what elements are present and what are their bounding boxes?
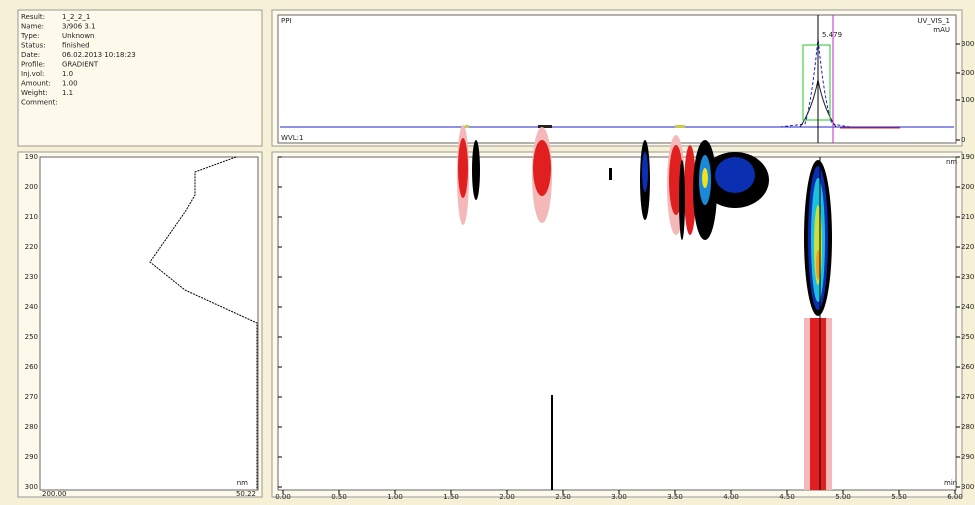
y-tick-label: 270 <box>25 393 38 401</box>
x-unit: min <box>944 479 957 487</box>
y-tick-label: 190 <box>961 153 974 161</box>
y-tick-label: 250 <box>25 333 38 341</box>
y-tick-label: 260 <box>25 363 38 371</box>
info-value: 1.1 <box>62 89 73 97</box>
info-label: Result: <box>21 13 45 21</box>
info-label: Status: <box>21 42 46 50</box>
y-unit: nm <box>946 158 957 166</box>
x-tick-label: 4.50 <box>779 493 795 501</box>
info-label: Comment: <box>21 99 58 107</box>
info-value: Unknown <box>62 32 95 40</box>
y-tick-label: 280 <box>961 423 974 431</box>
y-tick-label: 260 <box>961 363 974 371</box>
y-tick-label: 210 <box>961 213 974 221</box>
x-tick-label: 1.00 <box>387 493 403 501</box>
info-value: 1.0 <box>62 70 73 78</box>
info-value: 3/906 3.1 <box>62 23 96 31</box>
x-tick-label: 3.00 <box>611 493 627 501</box>
y-tick-label: 230 <box>961 273 974 281</box>
y-tick-label: 250 <box>961 333 974 341</box>
x-tick-label: 5.00 <box>835 493 851 501</box>
x-tick-label: 0.00 <box>275 493 291 501</box>
info-label: Name: <box>21 23 44 31</box>
y-tick-label: 200 <box>961 183 974 191</box>
info-label: Amount: <box>21 80 51 88</box>
info-value: GRADIENT <box>62 61 99 69</box>
x-tick-label: 1.50 <box>443 493 459 501</box>
y-tick-label: 220 <box>961 243 974 251</box>
x-tick-label: 5.50 <box>891 493 907 501</box>
spectrum-x-left: 200.00 <box>42 490 67 498</box>
y-tick-label: 290 <box>961 453 974 461</box>
spectrum-plot <box>40 157 258 490</box>
y-tick-label: 270 <box>961 393 974 401</box>
y-tick-label: 230 <box>25 273 38 281</box>
info-value: 1_2_2_1 <box>62 13 90 21</box>
y-tick-label: 0 <box>961 136 965 144</box>
x-tick-label: 3.50 <box>667 493 683 501</box>
spectrum-x-right: 50.22 <box>236 490 256 498</box>
peak-label: 5.479 <box>822 31 842 39</box>
y-tick-label: 280 <box>25 423 38 431</box>
info-panel <box>18 10 262 146</box>
info-value: finished <box>62 42 90 50</box>
info-label: Weight: <box>21 89 48 97</box>
y-tick-label: 220 <box>25 243 38 251</box>
y-tick-label: 240 <box>961 303 974 311</box>
info-value: 06.02.2013 10:18:23 <box>62 51 136 59</box>
chromatogram-label: PPI <box>281 17 292 25</box>
y-tick-label: 200 <box>25 183 38 191</box>
y-tick-label: 190 <box>25 153 38 161</box>
y-tick-label: 240 <box>25 303 38 311</box>
info-label: Type: <box>20 32 39 40</box>
x-tick-label: 6.00 <box>947 493 963 501</box>
spectrum-unit: nm <box>237 479 248 487</box>
y-tick-label: 200 <box>961 69 974 77</box>
app-window: Result: 1_2_2_1 Name: 3/906 3.1 Type: Unknown… <box>0 0 975 501</box>
channel-label: UV_VIS_1 <box>917 17 950 25</box>
info-label: Date: <box>21 51 40 59</box>
y-tick-label: 300 <box>961 40 974 48</box>
x-tick-label: 0.50 <box>331 493 347 501</box>
x-tick-label: 4.00 <box>723 493 739 501</box>
x-tick-label: 2.00 <box>499 493 515 501</box>
y-tick-label: 300 <box>961 483 974 491</box>
unit-label: mAU <box>933 26 950 34</box>
info-label: Inj.vol: <box>21 70 44 78</box>
chromatogram-plot <box>278 15 956 143</box>
y-tick-label: 290 <box>25 453 38 461</box>
y-tick-label: 300 <box>25 483 38 491</box>
contour-plot <box>278 157 956 490</box>
x-tick-label: 2.50 <box>555 493 571 501</box>
wavelength-label: WVL:1 <box>281 134 303 142</box>
y-tick-label: 210 <box>25 213 38 221</box>
info-value: 1.00 <box>62 80 78 88</box>
info-label: Profile: <box>21 61 45 69</box>
y-tick-label: 100 <box>961 96 974 104</box>
